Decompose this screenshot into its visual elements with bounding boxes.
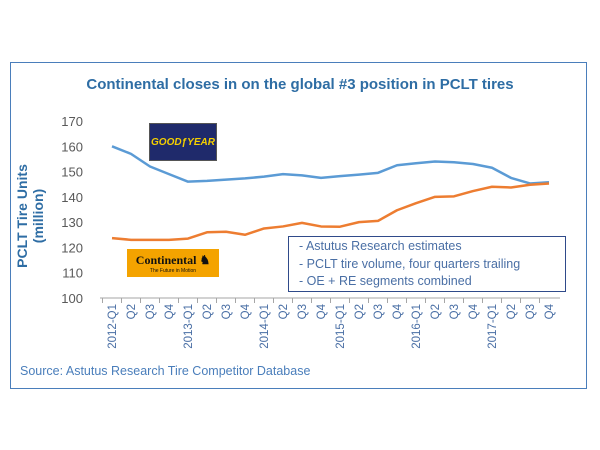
x-tick-label: Q4 (164, 303, 176, 319)
source-note: Source: Astutus Research Tire Competitor… (20, 364, 311, 378)
x-tick-label: Q3 (221, 304, 233, 319)
x-tick-label: 2012-Q1 (107, 304, 119, 349)
x-tick-label: Q3 (145, 304, 157, 319)
x-tick-label: Q2 (506, 304, 518, 319)
x-tick-label: Q3 (373, 304, 385, 319)
x-tick-label: 2016-Q1 (411, 304, 423, 349)
chart-frame (10, 62, 587, 389)
goodyear-series-line (111, 145, 550, 185)
x-tick-label: 2013-Q1 (183, 304, 195, 349)
x-tick-label: Q4 (392, 303, 404, 319)
x-tick-label: Q4 (240, 303, 252, 319)
x-tick-label: Q2 (430, 304, 442, 319)
annotation-3: - OE + RE segments combined (299, 274, 472, 288)
x-tick-label: 2015-Q1 (335, 304, 347, 349)
x-tick-label: Q3 (525, 304, 537, 319)
x-tick-label: Q2 (202, 304, 214, 319)
x-tick-label: 2014-Q1 (259, 304, 271, 349)
x-tick-label: Q3 (449, 304, 461, 319)
x-tick-label: Q2 (278, 304, 290, 319)
goodyear-logo: GOOD ƒ YEAR (149, 123, 217, 161)
chart-title: Continental closes in on the global #3 p… (86, 76, 514, 93)
annotation-2: - PCLT tire volume, four quarters traili… (299, 256, 521, 271)
y-tick-label: 160 (61, 139, 83, 154)
continental-series-line (111, 182, 550, 242)
x-tick-label: Q4 (544, 303, 556, 319)
y-tick-label: 120 (61, 240, 83, 255)
y-tick-label: 140 (61, 190, 83, 205)
annotation-box: - Astutus Research estimates - PCLT tire… (288, 236, 566, 292)
y-tick-label: 110 (62, 266, 83, 281)
y-tick-label: 150 (61, 165, 83, 180)
x-tick-label: 2017-Q1 (487, 304, 499, 349)
x-tick-label: Q2 (354, 304, 366, 319)
y-tick-label: 100 (61, 291, 83, 306)
x-tick-label: Q4 (468, 303, 480, 319)
annotation-1: - Astutus Research estimates (299, 239, 462, 253)
x-tick-label: Q2 (126, 304, 138, 319)
y-tick-label: 170 (61, 114, 83, 129)
y-tick-label: 130 (61, 215, 83, 230)
continental-logo: Continental ♞ The Future in Motion (127, 249, 219, 277)
x-tick-label: Q4 (316, 303, 328, 319)
x-tick-label: Q3 (297, 304, 309, 319)
